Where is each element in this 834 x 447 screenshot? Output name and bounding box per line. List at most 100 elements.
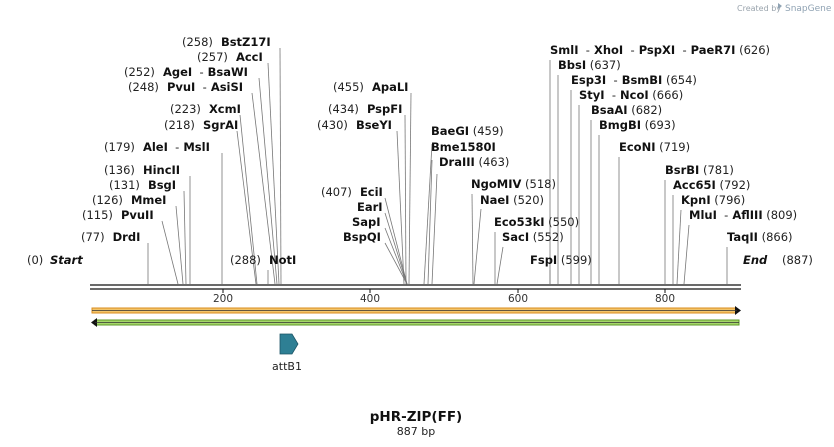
dna-backbone[interactable] [90, 284, 741, 290]
cut-position: (550) [545, 215, 580, 229]
site-leader-line [431, 173, 438, 285]
restriction-site-label[interactable]: SmlI - XhoI - PspXI - PaeR7I (626) [550, 43, 770, 57]
enzyme-name: DraIII [439, 155, 475, 169]
enzyme-name: PspFI [359, 102, 402, 116]
enzyme-name: BspQI [343, 230, 381, 244]
site-leader-line [236, 130, 257, 285]
cut-position: (459) [469, 124, 504, 138]
restriction-site-label[interactable]: Acc65I (792) [673, 178, 750, 192]
restriction-site-label[interactable]: BaeGI (459) [431, 124, 504, 138]
restriction-site-label[interactable]: (258) BstZ17I [182, 35, 271, 49]
restriction-site-label[interactable]: (179) AleI - MslI [104, 140, 210, 154]
restriction-site-label[interactable]: (136) HincII [104, 163, 180, 177]
enzyme-name: NaeI [480, 193, 509, 207]
restriction-site-label[interactable]: (131) BsgI [109, 178, 176, 192]
restriction-site-label[interactable]: (77) DrdI [81, 230, 140, 244]
restriction-site-label[interactable]: FspI (599) [530, 253, 592, 267]
enzyme-name: AccI [228, 50, 263, 64]
restriction-site-label[interactable]: SapI [352, 215, 381, 229]
enzyme-name: EciI [352, 185, 383, 199]
restriction-site-label[interactable]: (126) MmeI [92, 193, 166, 207]
enzyme-separator: - [195, 80, 206, 94]
restriction-site-label[interactable]: EarI [357, 200, 383, 214]
enzyme-name: Esp3I [571, 73, 606, 87]
scale-tick-label: 600 [508, 293, 528, 305]
restriction-site-label[interactable]: (288) NotI [230, 253, 296, 267]
restriction-site-label[interactable]: BsrBI (781) [665, 163, 734, 177]
enzyme-name: BsrBI [665, 163, 699, 177]
site-leader-line [161, 220, 179, 285]
restriction-site-label[interactable]: (407) EciI [321, 185, 383, 199]
enzyme-name: StyI [579, 88, 605, 102]
restriction-site-label[interactable]: NaeI (520) [480, 193, 544, 207]
cut-position: (179) [104, 140, 135, 154]
enzyme-name: NcoI [616, 88, 649, 102]
cut-position: (520) [509, 193, 544, 207]
restriction-site-label[interactable]: Esp3I - BsmBI (654) [571, 73, 697, 87]
site-leader-line [496, 246, 504, 285]
restriction-site-label[interactable]: SacI (552) [502, 230, 564, 244]
restriction-site-label[interactable]: TaqII (866) [727, 230, 793, 244]
enzyme-name: AleI [135, 140, 168, 154]
cut-position: (682) [628, 103, 663, 117]
enzyme-name: BsmBI [618, 73, 663, 87]
cut-position: (809) [763, 208, 798, 222]
enzyme-name: Bme1580I [431, 140, 496, 154]
cut-position: (463) [475, 155, 510, 169]
attb1-feature[interactable] [279, 333, 299, 355]
restriction-site-label[interactable]: (252) AgeI - BsaWI [124, 65, 248, 79]
site-leader-line [676, 209, 682, 285]
restriction-site-label[interactable]: BmgBI (693) [599, 118, 676, 132]
cut-position: (654) [662, 73, 697, 87]
site-leader-line [473, 208, 482, 285]
enzyme-name: SgrAI [195, 118, 238, 132]
restriction-site-label[interactable]: BsaAI (682) [591, 103, 662, 117]
enzyme-name: BbsI [558, 58, 586, 72]
restriction-site-label[interactable]: (218) SgrAI [164, 118, 238, 132]
restriction-site-label[interactable]: DraIII (463) [439, 155, 509, 169]
enzyme-name: BsaAI [591, 103, 628, 117]
enzyme-name: AflIII [728, 208, 762, 222]
cut-position: (252) [124, 65, 155, 79]
restriction-site-label[interactable]: BspQI [343, 230, 381, 244]
restriction-site-label[interactable]: EcoNI (719) [619, 140, 690, 154]
cut-position: (258) [182, 35, 213, 49]
restriction-site-label[interactable]: Eco53kI (550) [494, 215, 579, 229]
enzyme-name: SmlI [550, 43, 579, 57]
restriction-site-label[interactable]: KpnI (796) [681, 193, 745, 207]
site-leader-line [384, 197, 408, 285]
site-leader-line [384, 242, 408, 285]
cut-position: (257) [197, 50, 228, 64]
restriction-site-label[interactable]: StyI - NcoI (666) [579, 88, 683, 102]
enzyme-name: MluI [689, 208, 717, 222]
cut-position: (223) [170, 102, 201, 116]
enzyme-name: BsaWI [204, 65, 248, 79]
cut-position: (430) [317, 118, 348, 132]
restriction-site-label[interactable]: (455) ApaLI [333, 80, 408, 94]
plasmid-name: pHR-ZIP(FF) [370, 409, 462, 425]
scale-tick-label: 800 [655, 293, 675, 305]
restriction-site-label[interactable]: Bme1580I [431, 140, 496, 154]
restriction-site-label[interactable]: (430) BseYI [317, 118, 392, 132]
scale-tick-label: 400 [360, 293, 380, 305]
restriction-site-label[interactable]: (115) PvuII [82, 208, 154, 222]
cut-position: (407) [321, 185, 352, 199]
restriction-site-label[interactable]: (223) XcmI [170, 102, 241, 116]
restriction-site-label[interactable]: BbsI (637) [558, 58, 621, 72]
enzyme-name: SapI [352, 215, 381, 229]
restriction-site-label[interactable]: (248) PvuI - AsiSI [128, 80, 243, 94]
restriction-site-label[interactable]: MluI - AflIII (809) [689, 208, 797, 222]
enzyme-name: KpnI [681, 193, 711, 207]
orf-reverse-arrow[interactable] [91, 318, 740, 327]
enzyme-separator: - [605, 88, 616, 102]
restriction-site-label[interactable]: (434) PspFI [328, 102, 402, 116]
restriction-site-label[interactable]: (257) AccI [197, 50, 263, 64]
cut-position: (693) [641, 118, 676, 132]
restriction-site-label[interactable]: NgoMIV (518) [471, 177, 556, 191]
orf-forward-arrow[interactable] [91, 306, 741, 315]
start-label: Start [50, 253, 83, 267]
cut-position: (719) [655, 140, 690, 154]
cut-position: (288) [230, 253, 261, 267]
